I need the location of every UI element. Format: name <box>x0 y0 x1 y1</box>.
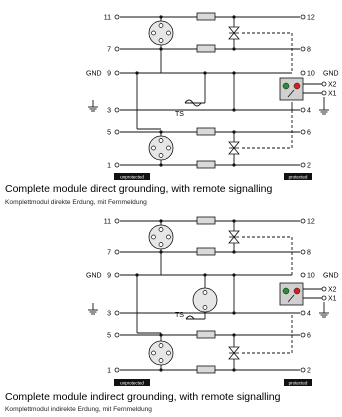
pin-10: 10 <box>307 71 315 78</box>
caption-direct-grounding-de: Komplettmodul direkte Erdung, mit Fernme… <box>5 199 147 206</box>
gas-discharge-tube-icon <box>148 135 174 161</box>
pin-4: 4 <box>307 108 311 115</box>
caption-direct-grounding: Complete module direct grounding, with r… <box>5 183 273 195</box>
remote-signal-module <box>279 282 304 306</box>
pin-labels-right: 12 8 10 4 6 2 <box>307 15 315 170</box>
ground-icon <box>88 303 98 315</box>
gnd-label-right: GND <box>323 273 339 280</box>
circuit-diagram-indirect-grounding: 11 7 9 3 5 1 12 8 10 4 6 2 GND GND X2 X1… <box>86 216 339 386</box>
pin-labels-left: 11 7 9 3 5 1 <box>104 219 111 375</box>
thermal-switch-label: TS <box>175 312 184 319</box>
pin-3: 3 <box>107 108 111 115</box>
pin-10: 10 <box>307 273 315 280</box>
ground-icon <box>319 109 329 115</box>
tag-unprotected: unprotected <box>114 379 150 386</box>
pin-8: 8 <box>307 250 311 257</box>
gnd-label-right: GND <box>323 71 339 78</box>
svg-text:unprotected: unprotected <box>120 381 144 386</box>
pin-6: 6 <box>307 130 311 137</box>
pin-5: 5 <box>107 130 111 137</box>
gnd-label-left: GND <box>86 273 102 280</box>
pin-1: 1 <box>107 163 111 170</box>
tag-protected: protected <box>284 173 312 180</box>
resistor-icon <box>196 12 216 21</box>
tvs-diode-icon <box>228 346 240 360</box>
thermal-switch-label: TS <box>175 111 184 118</box>
pin-2: 2 <box>307 368 311 375</box>
status-led-icon <box>282 287 290 295</box>
tvs-diode-icon <box>228 141 240 155</box>
resistor-icon <box>196 127 216 136</box>
pin-9: 9 <box>107 71 111 78</box>
remote-x1-label: X1 <box>328 296 337 303</box>
gas-discharge-tube-icon <box>148 340 174 366</box>
status-led-icon <box>282 82 290 90</box>
pin-11: 11 <box>104 219 111 226</box>
tvs-diode-icon <box>228 26 240 40</box>
circuit-diagram-direct-grounding: 11 7 9 3 5 1 12 8 10 4 6 2 GND GND X2 X1… <box>86 12 339 180</box>
pin-3: 3 <box>107 311 111 318</box>
pin-11: 11 <box>104 15 111 22</box>
remote-signal-module <box>279 77 304 101</box>
pin-2: 2 <box>307 163 311 170</box>
pin-5: 5 <box>107 333 111 340</box>
pin-9: 9 <box>107 273 111 280</box>
caption-indirect-grounding: Complete module indirect grounding, with… <box>5 391 281 403</box>
resistor-icon <box>196 247 216 256</box>
resistor-icon <box>196 330 216 339</box>
svg-text:protected: protected <box>289 381 308 386</box>
pin-7: 7 <box>107 250 111 257</box>
ground-icon <box>88 100 98 112</box>
gas-discharge-tube-icon <box>192 287 218 313</box>
pin-6: 6 <box>307 333 311 340</box>
pin-labels-left: 11 7 9 3 5 1 <box>104 15 111 170</box>
gas-discharge-tube-icon <box>148 224 174 250</box>
ground-icon <box>319 312 329 318</box>
pin-4: 4 <box>307 311 311 318</box>
pin-7: 7 <box>107 47 111 54</box>
gnd-label-left: GND <box>86 71 102 78</box>
status-led-icon <box>293 287 301 295</box>
gas-discharge-tube-icon <box>148 20 174 46</box>
resistor-icon <box>196 216 216 225</box>
pin-labels-right: 12 8 10 4 6 2 <box>307 219 315 375</box>
pin-8: 8 <box>307 47 311 54</box>
remote-x2-label: X2 <box>328 82 337 89</box>
status-led-icon <box>293 82 301 90</box>
svg-text:unprotected: unprotected <box>120 175 144 180</box>
remote-x2-label: X2 <box>328 287 337 294</box>
svg-text:protected: protected <box>289 175 308 180</box>
tag-protected: protected <box>284 379 312 386</box>
caption-indirect-grounding-de: Komplettmodul indirekte Erdung, mit Fern… <box>5 406 152 413</box>
remote-x1-label: X1 <box>328 91 337 98</box>
pin-1: 1 <box>107 368 111 375</box>
resistor-icon <box>196 44 216 53</box>
pin-12: 12 <box>307 15 315 22</box>
pin-12: 12 <box>307 219 315 226</box>
tvs-diode-icon <box>228 230 240 244</box>
tag-unprotected: unprotected <box>114 173 150 180</box>
resistor-icon <box>196 160 216 169</box>
resistor-icon <box>196 365 216 374</box>
